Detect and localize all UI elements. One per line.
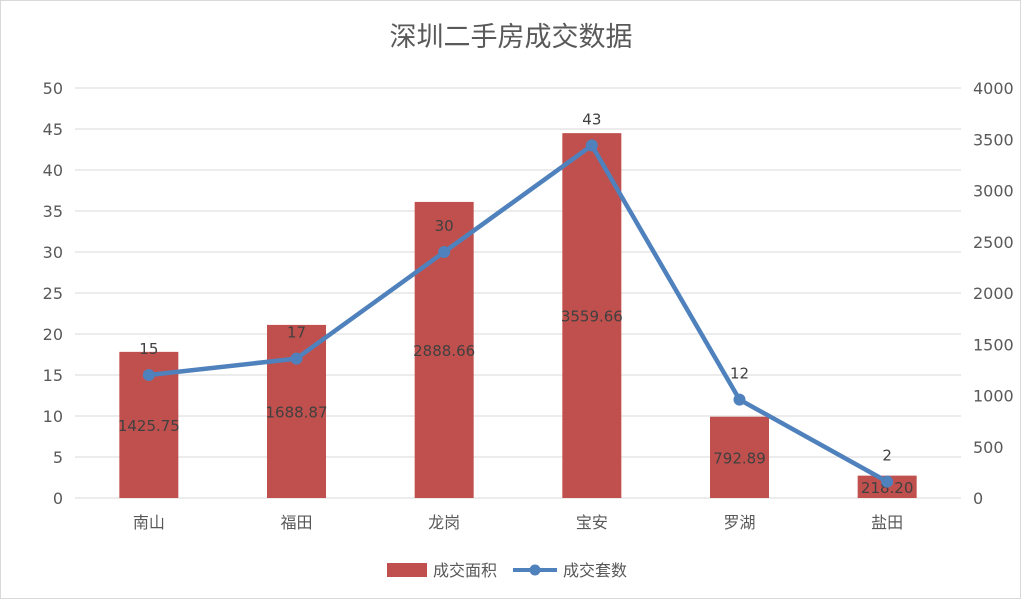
line-point [142,369,155,381]
legend-bar-swatch [387,563,427,577]
gridlines [75,87,961,458]
line-data-label: 12 [730,365,749,383]
category-label: 宝安 [576,513,608,532]
right-tick-label: 2500 [973,233,1014,252]
left-tick-label: 30 [43,243,63,262]
bar-data-label: 1688.87 [265,403,327,421]
chart-title: 深圳二手房成交数据 [390,22,633,53]
right-tick-label: 2000 [973,284,1014,303]
line-data-label: 2 [882,447,892,465]
bar-data-label: 1425.75 [118,417,180,435]
line-point [290,352,303,365]
left-tick-label: 45 [43,120,63,139]
right-tick-label: 500 [973,438,1004,457]
right-tick-label: 1000 [973,387,1014,406]
line-point [881,475,894,488]
line-series: 15 17 30 43 12 2 [139,110,894,488]
bar [562,133,622,498]
line-data-label: 17 [287,324,306,342]
line-data-label: 43 [582,110,601,128]
legend-bar-label: 成交面积 [433,561,497,580]
category-label: 南山 [133,513,165,532]
right-tick-label: 4000 [973,79,1014,98]
line-data-label: 30 [435,217,454,235]
bar-series [119,133,917,498]
bar-data-labels: 1425.75 1688.87 2888.66 3559.66 792.89 218.20 [118,308,914,497]
bar-data-label: 2888.66 [413,342,475,360]
left-tick-label: 50 [43,79,63,98]
left-tick-label: 15 [43,366,63,385]
category-label: 罗湖 [723,513,755,532]
left-tick-label: 0 [53,489,63,508]
right-tick-label: 3000 [973,182,1014,201]
right-tick-label: 0 [973,489,983,508]
right-axis-ticks: 0 500 1000 1500 2000 2500 3000 3500 4000 [973,79,1014,508]
left-tick-label: 35 [43,202,63,221]
right-tick-label: 1500 [973,335,1014,354]
bar-data-label: 218.20 [861,479,914,497]
legend-line-label: 成交套数 [563,561,627,580]
line-data-label: 15 [139,340,158,358]
left-tick-label: 40 [43,161,63,180]
line-point [733,393,746,406]
category-labels: 南山 福田 龙岗 宝安 罗湖 盐田 [133,513,903,532]
left-axis-ticks: 0 5 10 15 20 25 30 35 40 45 50 [43,79,63,508]
left-tick-label: 10 [43,407,63,426]
legend-line-marker [529,564,541,576]
right-tick-label: 3500 [973,130,1014,149]
category-label: 福田 [280,513,312,532]
bar-data-label: 792.89 [713,449,766,467]
line-point [438,246,451,258]
series-line [148,143,889,484]
category-label: 盐田 [871,513,903,532]
bar [710,416,769,498]
left-tick-label: 20 [43,325,63,344]
left-tick-label: 25 [43,284,63,303]
left-tick-label: 5 [53,448,63,467]
bar-data-label: 3559.66 [561,308,623,326]
legend: 成交面积 成交套数 [387,561,627,580]
line-point [585,139,598,152]
category-label: 龙岗 [428,513,460,532]
